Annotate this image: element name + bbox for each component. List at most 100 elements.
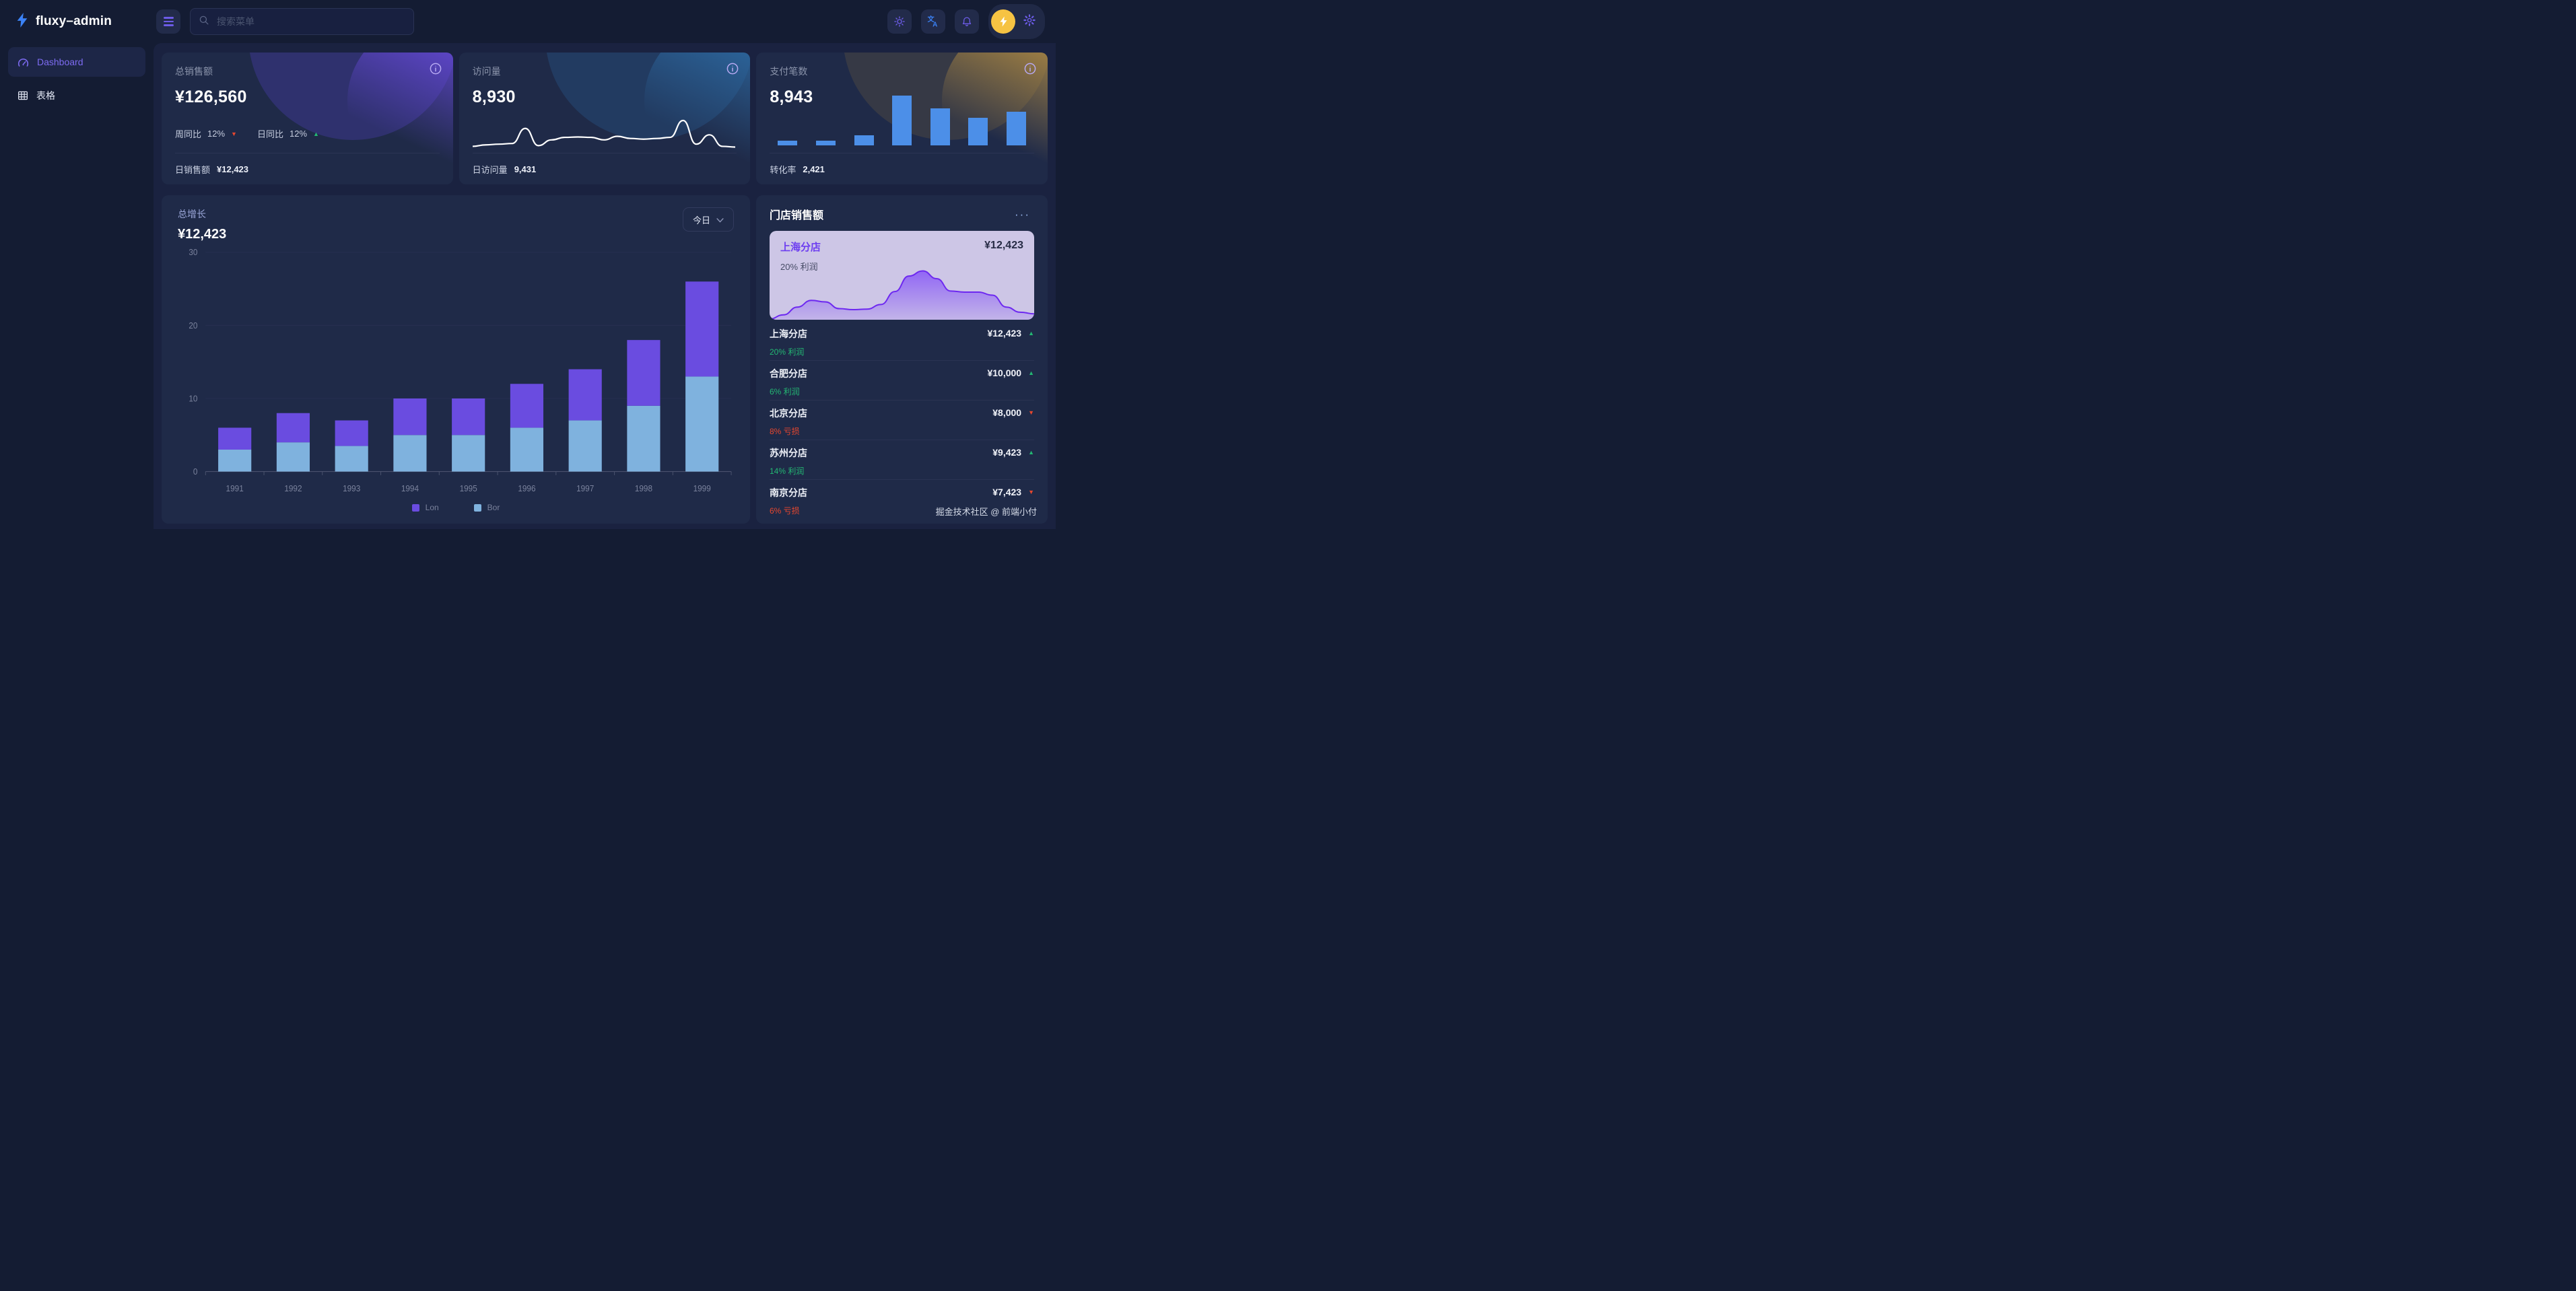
trend-label: 周同比 (175, 129, 202, 139)
featured-store-value: ¥12,423 (984, 240, 1023, 251)
stat-footer: 日访问量 9,431 (473, 163, 537, 176)
trend-arrow-icon: ▼ (1028, 489, 1034, 495)
sidebar-item-table[interactable]: 表格 (8, 81, 145, 110)
info-icon[interactable] (726, 62, 739, 77)
menu-toggle-button[interactable] (156, 9, 180, 34)
svg-text:A: A (933, 22, 937, 29)
date-range-dropdown[interactable]: 今日 (682, 207, 734, 232)
trend-up-arrow-icon: ▲ (313, 130, 319, 137)
stat-card-row: 总销售额 ¥126,560 周同比 12% ▼ (162, 53, 1048, 184)
store-value: ¥8,000 (992, 407, 1022, 418)
trend-arrow-icon: ▲ (1028, 370, 1034, 376)
brand-name: fluxy–admin (36, 14, 112, 28)
growth-title: 总增长 (178, 209, 206, 219)
brand-bolt-icon (15, 11, 30, 32)
info-icon[interactable] (1023, 62, 1037, 77)
svg-text:1994: 1994 (401, 483, 419, 493)
stat-footer: 转化率 2,421 (770, 163, 825, 176)
avatar (991, 9, 1015, 34)
payments-minibar-chart (778, 96, 1026, 145)
chevron-down-icon (716, 215, 724, 225)
trend-day: 日同比 12% ▲ (257, 127, 319, 140)
svg-text:1999: 1999 (693, 483, 711, 493)
svg-text:1995: 1995 (460, 483, 477, 493)
stores-panel: 门店销售额 ··· 上海分店 ¥12,423 20% 利润 (756, 195, 1048, 524)
growth-value: ¥12,423 (178, 227, 227, 242)
sidebar-item-label: 表格 (36, 90, 55, 101)
store-value: ¥9,423 (992, 447, 1022, 458)
trend-arrow-icon: ▼ (1028, 409, 1034, 416)
store-name: 合肥分店 (770, 368, 807, 379)
mini-bar (968, 118, 988, 145)
svg-text:1997: 1997 (576, 483, 594, 493)
app-root: fluxy–admin Dashboard (0, 0, 1056, 529)
language-button[interactable]: 文 A (921, 9, 945, 34)
mini-bar (815, 141, 836, 145)
store-row-nanjing[interactable]: 南京分店 6% 亏损 ¥7,423 ▼ (770, 480, 1034, 519)
stat-value: 8,930 (472, 88, 516, 106)
chart-legend: Lon Bor (178, 501, 734, 514)
trend-arrow-icon: ▲ (1028, 330, 1034, 337)
table-icon (17, 90, 29, 102)
bell-icon (961, 15, 973, 28)
mini-bar (1007, 112, 1026, 145)
trend-row: 周同比 12% ▼ 日同比 12% ▲ (175, 127, 440, 140)
growth-panel: 总增长 ¥12,423 今日 0 10 20 30 1991 1992 1993 1994 19… (162, 195, 750, 524)
store-value: ¥12,423 (987, 328, 1022, 339)
translate-icon: 文 A (926, 15, 940, 28)
footer-label: 转化率 (770, 165, 796, 175)
store-row-hefei[interactable]: 合肥分店 6% 利润 ¥10,000 ▲ (770, 361, 1034, 400)
legend-item-bor[interactable]: Bor (473, 503, 500, 512)
store-row-beijing[interactable]: 北京分店 8% 亏损 ¥8,000 ▼ (770, 400, 1034, 440)
trend-label: 日同比 (257, 129, 283, 139)
stat-title: 总销售额 (175, 66, 213, 77)
search-box[interactable] (190, 8, 414, 35)
store-value: ¥10,000 (987, 368, 1022, 378)
svg-text:20: 20 (189, 320, 197, 330)
store-pct: 20% 利润 (770, 347, 805, 357)
trend-down-arrow-icon: ▼ (231, 130, 237, 137)
stat-card-total-sales: 总销售额 ¥126,560 周同比 12% ▼ (162, 53, 453, 184)
store-row-suzhou[interactable]: 苏州分店 14% 利润 ¥9,423 ▲ (770, 440, 1034, 480)
featured-store-name: 上海分店 (780, 242, 821, 253)
theme-toggle-button[interactable] (887, 9, 912, 34)
search-input[interactable] (215, 15, 405, 28)
store-name: 北京分店 (770, 408, 807, 419)
settings-gear-icon[interactable] (1023, 13, 1036, 30)
store-value: ¥7,423 (992, 487, 1022, 497)
svg-text:文: 文 (928, 15, 935, 24)
mini-bar (892, 96, 912, 145)
user-menu[interactable] (988, 4, 1045, 39)
stat-title: 支付笔数 (770, 66, 808, 77)
content-area: 总销售额 ¥126,560 周同比 12% ▼ (154, 43, 1056, 529)
info-icon[interactable] (429, 62, 442, 77)
dashboard-gauge-icon (17, 56, 30, 69)
trend-value: 12% (289, 129, 308, 139)
legend-swatch-bor (473, 503, 481, 512)
legend-label: Lon (425, 503, 439, 512)
footer-label: 日销售额 (175, 165, 211, 175)
search-icon (199, 15, 209, 29)
legend-item-lon[interactable]: Lon (411, 503, 439, 512)
store-pct: 6% 利润 (770, 387, 800, 396)
stat-value: ¥126,560 (175, 88, 247, 106)
stat-value: 8,943 (770, 88, 813, 106)
brand: fluxy–admin (8, 0, 145, 43)
store-row-shanghai[interactable]: 上海分店 20% 利润 ¥12,423 ▲ (770, 321, 1034, 361)
sidebar-item-dashboard[interactable]: Dashboard (8, 47, 145, 77)
stat-card-visits: 访问量 8,930 日访问量 9,431 (459, 53, 751, 184)
growth-bar-chart: 0 10 20 30 1991 1992 1993 1994 1995 1996 1997 1998 1… (178, 245, 734, 501)
featured-store-card: 上海分店 ¥12,423 20% 利润 (770, 231, 1034, 320)
trend-week: 周同比 12% ▼ (175, 127, 237, 140)
svg-text:0: 0 (193, 466, 198, 477)
topbar: 文 A (154, 0, 1056, 43)
store-pct: 8% 亏损 (770, 427, 800, 436)
notifications-button[interactable] (955, 9, 979, 34)
svg-text:1998: 1998 (635, 483, 652, 493)
featured-area-chart (770, 267, 1034, 320)
footer-value: ¥12,423 (217, 164, 249, 174)
more-options-icon[interactable]: ··· (1011, 208, 1034, 221)
svg-text:1996: 1996 (518, 483, 535, 493)
store-name: 上海分店 (770, 328, 807, 339)
growth-header: 总增长 ¥12,423 今日 (178, 207, 734, 242)
